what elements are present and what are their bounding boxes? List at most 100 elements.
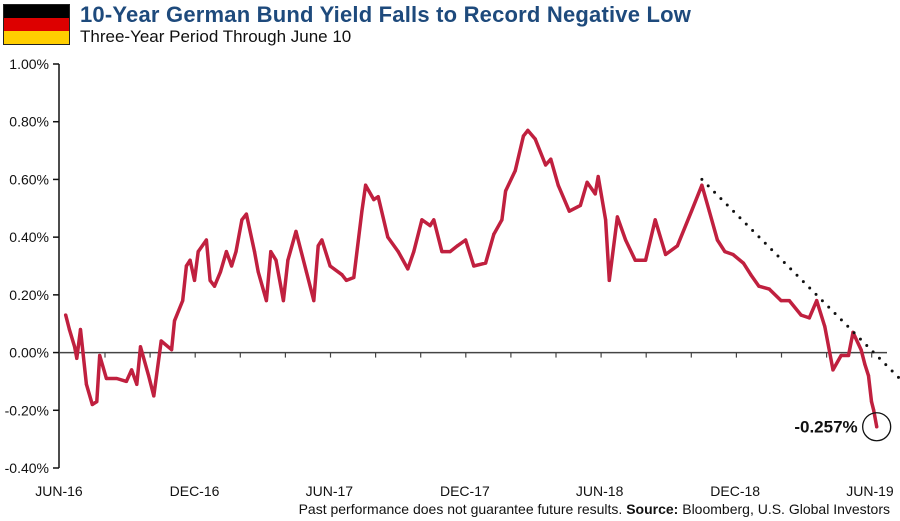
data-point bbox=[741, 261, 745, 265]
x-tick-label: DEC-18 bbox=[710, 483, 760, 499]
data-point bbox=[464, 238, 468, 242]
data-point bbox=[95, 400, 99, 404]
data-point bbox=[567, 209, 571, 213]
data-point bbox=[159, 339, 163, 343]
data-point bbox=[815, 299, 819, 303]
data-point bbox=[643, 258, 648, 262]
data-point bbox=[352, 275, 356, 280]
data-point bbox=[484, 261, 488, 265]
y-tick-label: 0.60% bbox=[9, 171, 49, 187]
data-point bbox=[135, 382, 139, 386]
trendline-dotted bbox=[700, 177, 900, 381]
data-point bbox=[432, 218, 436, 222]
data-point bbox=[675, 244, 680, 248]
data-point bbox=[364, 183, 368, 187]
data-point bbox=[147, 374, 151, 378]
data-point bbox=[312, 299, 316, 303]
data-point bbox=[208, 278, 212, 283]
data-point bbox=[615, 215, 620, 219]
y-tick-label: -0.20% bbox=[5, 402, 49, 418]
data-point bbox=[799, 313, 803, 317]
disclaimer-text: Past performance does not guarantee futu… bbox=[298, 501, 623, 517]
data-point bbox=[169, 348, 174, 352]
data-point bbox=[320, 238, 324, 242]
data-point bbox=[549, 157, 553, 161]
data-point bbox=[396, 249, 400, 254]
data-point bbox=[807, 316, 811, 320]
x-tick-label: JUN-16 bbox=[35, 483, 83, 499]
data-point bbox=[869, 400, 874, 404]
data-point bbox=[75, 356, 79, 360]
data-point bbox=[866, 374, 871, 378]
data-point bbox=[779, 299, 783, 303]
data-point bbox=[184, 264, 188, 268]
german-flag-icon bbox=[3, 4, 70, 45]
flag-stripe-gold bbox=[4, 30, 69, 44]
data-point bbox=[229, 264, 234, 268]
data-point bbox=[875, 425, 879, 429]
data-point bbox=[294, 229, 298, 233]
record-low-label: -0.257% bbox=[794, 418, 857, 437]
data-point bbox=[104, 376, 109, 381]
data-point bbox=[124, 379, 128, 384]
record-low-circle-marker bbox=[862, 412, 892, 442]
data-point bbox=[90, 402, 94, 407]
x-tick-label: JUN-19 bbox=[846, 483, 894, 499]
data-point bbox=[544, 163, 548, 167]
data-point bbox=[192, 278, 197, 283]
data-point bbox=[689, 209, 694, 213]
data-point bbox=[256, 270, 260, 274]
chart-title: 10-Year German Bund Yield Falls to Recor… bbox=[80, 2, 692, 27]
data-point bbox=[723, 249, 727, 254]
data-point bbox=[269, 249, 273, 254]
data-point bbox=[286, 258, 290, 262]
data-point bbox=[420, 218, 424, 222]
data-point bbox=[188, 258, 192, 262]
flag-stripe-black bbox=[4, 5, 69, 18]
data-point bbox=[859, 348, 863, 352]
data-point bbox=[304, 270, 308, 274]
data-point bbox=[224, 249, 228, 254]
data-point bbox=[115, 376, 119, 381]
data-point bbox=[340, 273, 344, 277]
data-point bbox=[84, 382, 89, 386]
data-point bbox=[67, 327, 71, 332]
data-point bbox=[596, 174, 600, 179]
data-point bbox=[204, 238, 208, 242]
data-point bbox=[234, 249, 238, 254]
data-point bbox=[152, 394, 156, 398]
data-point bbox=[328, 264, 332, 268]
data-point bbox=[823, 325, 827, 329]
data-point bbox=[344, 278, 348, 283]
data-point bbox=[521, 134, 525, 138]
data-point bbox=[181, 299, 185, 303]
x-tick-label: JUN-18 bbox=[576, 483, 624, 499]
data-point bbox=[593, 192, 597, 196]
x-tick-label: DEC-17 bbox=[440, 483, 490, 499]
data-point bbox=[218, 270, 223, 274]
data-point bbox=[455, 244, 460, 248]
data-point bbox=[240, 218, 244, 222]
data-point bbox=[839, 353, 843, 358]
data-point bbox=[252, 249, 257, 254]
source-label: Source: bbox=[626, 501, 679, 517]
data-point bbox=[472, 264, 476, 268]
data-point bbox=[428, 224, 432, 228]
data-point bbox=[513, 169, 517, 173]
data-point bbox=[533, 137, 537, 141]
data-point bbox=[700, 183, 704, 187]
data-point bbox=[129, 368, 134, 372]
data-point bbox=[863, 362, 867, 366]
data-point bbox=[372, 198, 376, 202]
data-point bbox=[500, 218, 504, 222]
data-point bbox=[448, 249, 452, 254]
data-point bbox=[274, 258, 278, 262]
data-point bbox=[526, 128, 530, 132]
data-point bbox=[72, 345, 77, 349]
data-point bbox=[653, 218, 657, 222]
data-point bbox=[212, 284, 217, 288]
y-tick-label: 0.20% bbox=[9, 287, 49, 303]
data-point bbox=[492, 232, 496, 236]
data-point bbox=[707, 209, 711, 213]
